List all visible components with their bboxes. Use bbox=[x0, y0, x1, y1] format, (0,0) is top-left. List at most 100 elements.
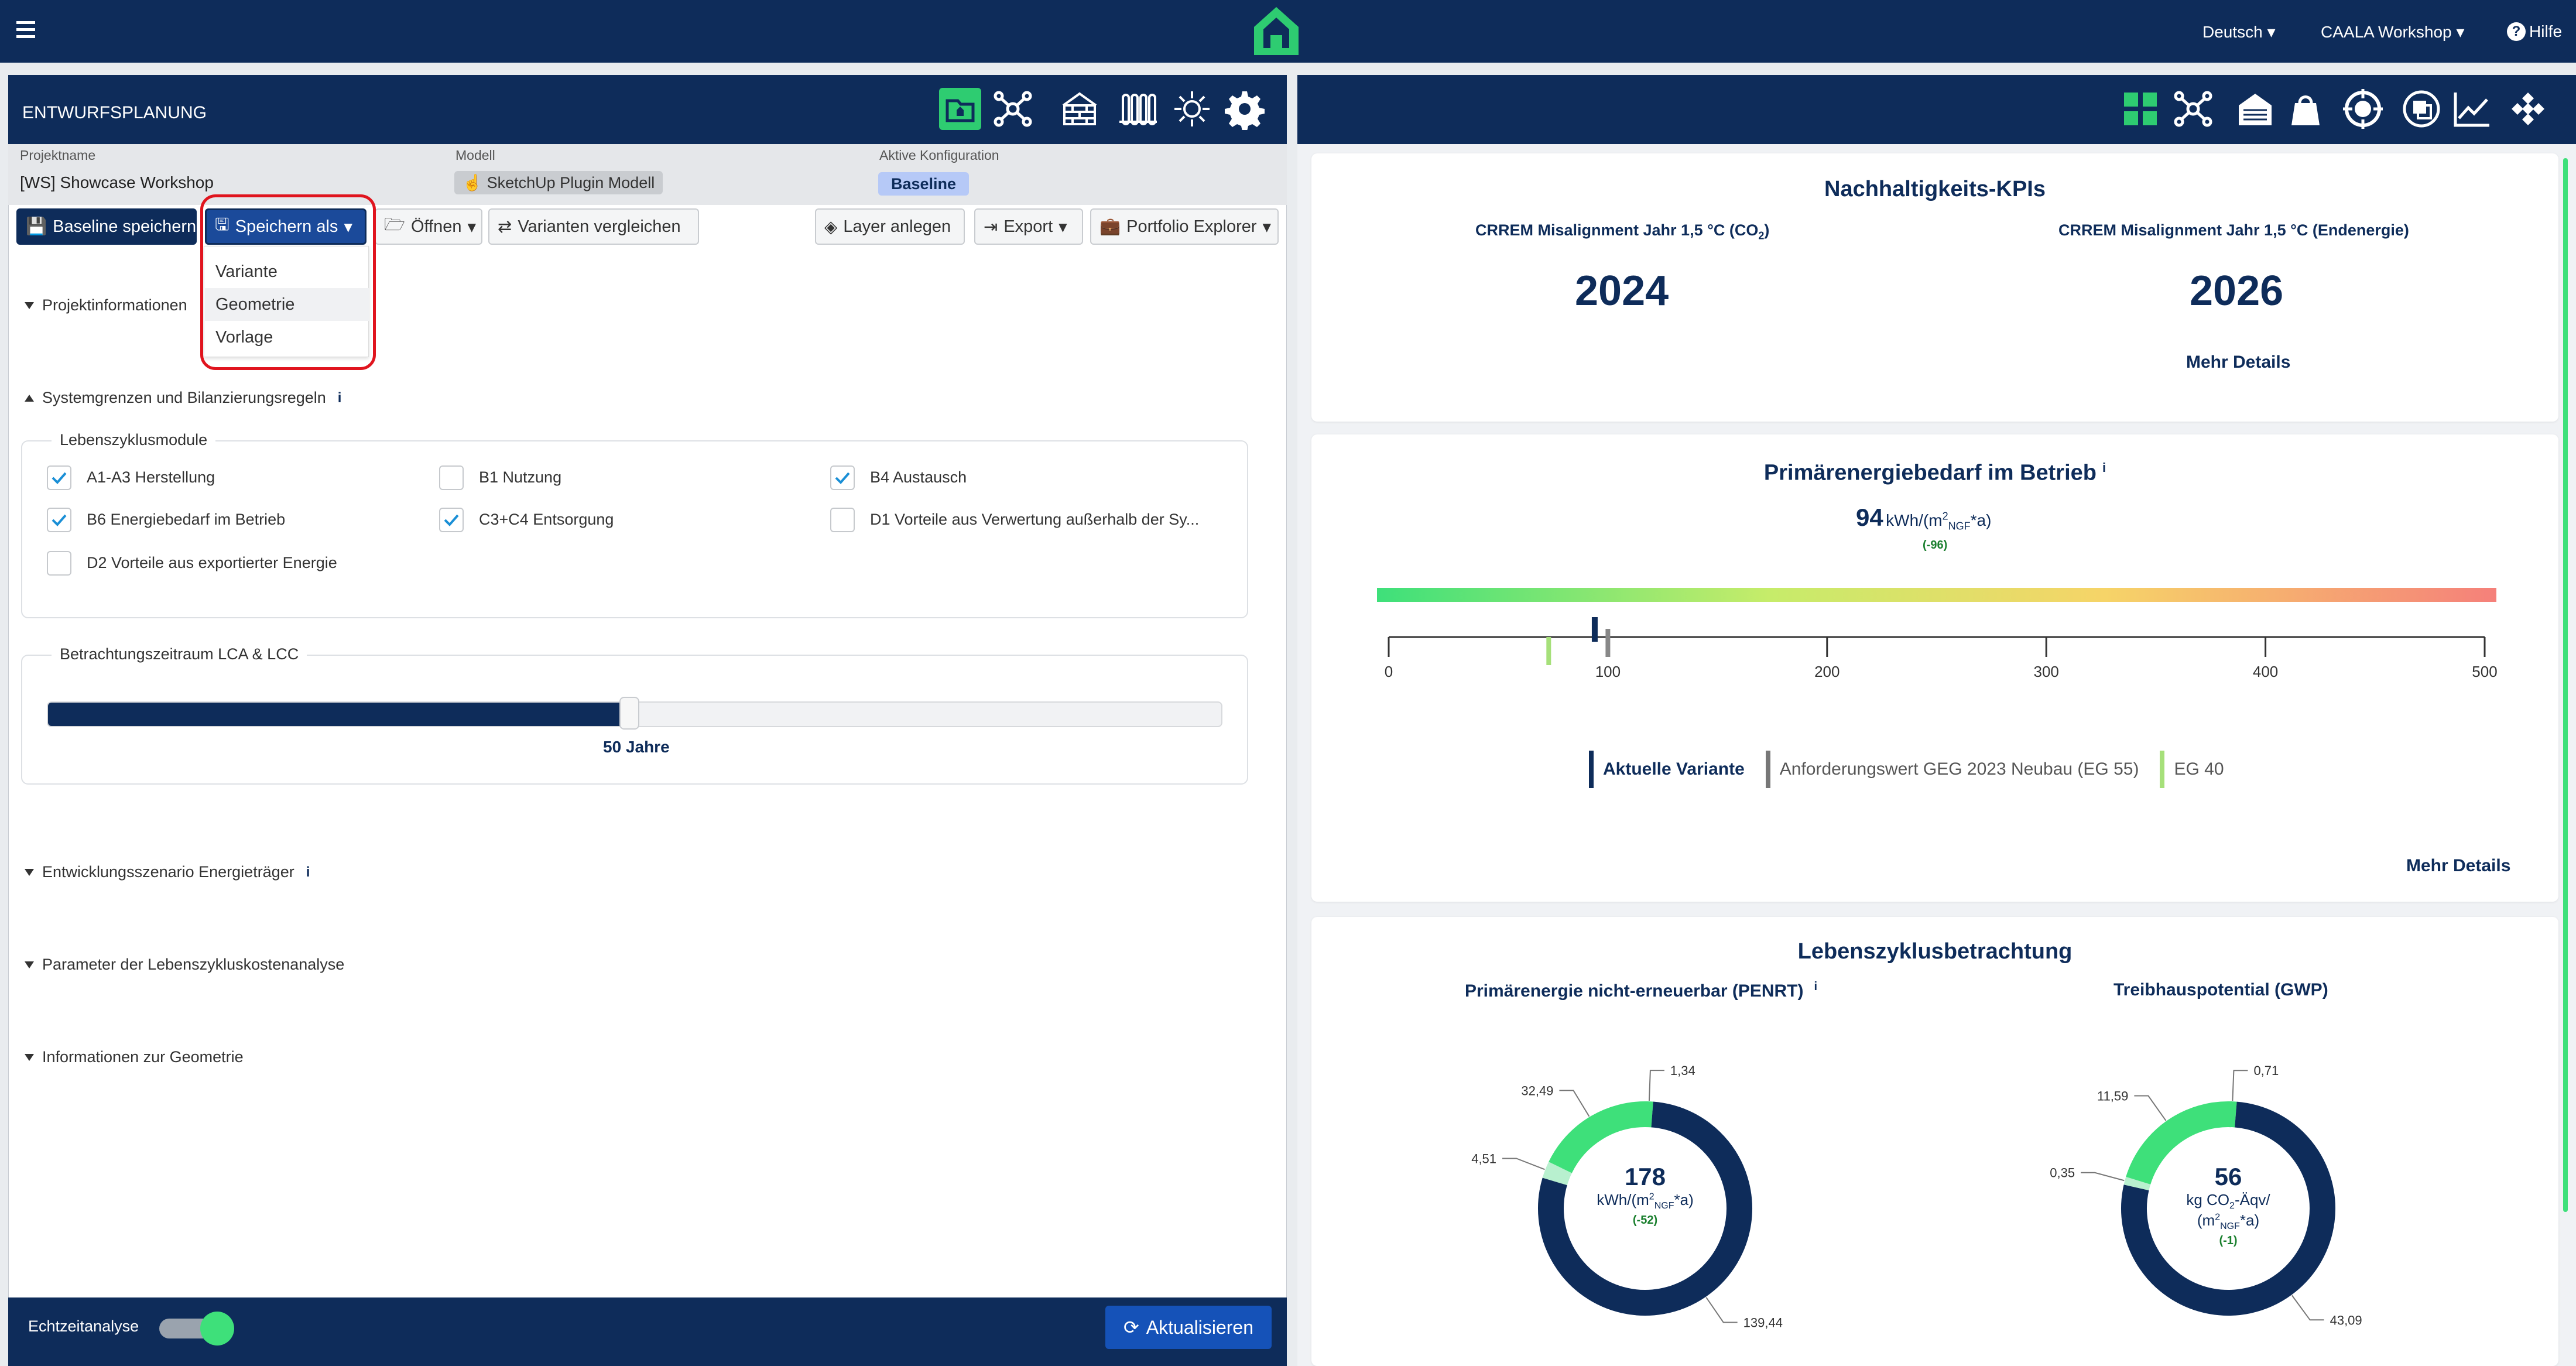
legend-eg40: EG 40 bbox=[2174, 759, 2224, 779]
gwp-slice bbox=[2123, 1176, 2151, 1191]
line-chart-icon[interactable] bbox=[2451, 88, 2493, 130]
compare-variants-button[interactable]: ⇄ Varianten vergleichen bbox=[488, 208, 699, 245]
network-icon[interactable] bbox=[2172, 88, 2214, 130]
info-icon[interactable]: i bbox=[306, 864, 310, 880]
info-icon[interactable]: i bbox=[1814, 980, 1818, 993]
target-icon[interactable] bbox=[2342, 88, 2384, 130]
language-dropdown[interactable]: Deutsch ▾ bbox=[2202, 23, 2276, 41]
lebenszyklus-checkbox[interactable] bbox=[439, 465, 464, 490]
save-as-button[interactable]: 🖫 Speichern als ▾ bbox=[205, 208, 366, 245]
konfig-badge: Baseline bbox=[878, 172, 970, 196]
zeitraum-value: 50 Jahre bbox=[603, 738, 670, 756]
modell-badge: ☝ SketchUp Plugin Modell bbox=[454, 171, 663, 194]
lebenszyklus-checkbox-label: B1 Nutzung bbox=[479, 468, 562, 486]
copy-icon[interactable] bbox=[2400, 88, 2443, 130]
project-folder-icon[interactable] bbox=[939, 88, 981, 130]
briefcase-icon: 💼 bbox=[1099, 217, 1121, 236]
highlight-outline bbox=[200, 194, 376, 370]
layers-icon: ◈ bbox=[824, 217, 838, 237]
portfolio-explorer-button[interactable]: 💼 Portfolio Explorer ▾ bbox=[1090, 208, 1279, 245]
kpi-title: Nachhaltigkeits-KPIs bbox=[1824, 177, 2046, 201]
workshop-label: CAALA Workshop bbox=[2321, 23, 2452, 41]
language-label: Deutsch bbox=[2202, 23, 2263, 41]
layer-label: Layer anlegen bbox=[843, 217, 951, 236]
legend-current: Aktuelle Variante bbox=[1603, 759, 1745, 779]
kpi-label-1: CRREM Misalignment Jahr 1,5 °C (CO2) bbox=[1475, 221, 1770, 242]
sun-icon[interactable] bbox=[1171, 88, 1213, 130]
lebenszyklus-checkbox[interactable] bbox=[47, 508, 71, 532]
lebenszyklus-checkbox[interactable] bbox=[830, 465, 855, 490]
lebenszyklus-checkbox[interactable] bbox=[47, 465, 71, 490]
section-entwicklungsszenario[interactable]: Entwicklungsszenario Energieträger i bbox=[25, 863, 310, 881]
kpi-more-details-link[interactable]: Mehr Details bbox=[2186, 352, 2291, 372]
pe-tick-label: 0 bbox=[1385, 663, 1393, 680]
pe-tick-label: 500 bbox=[2472, 663, 2497, 680]
gwp-slice-label: 43,09 bbox=[2330, 1313, 2362, 1327]
echtzeit-toggle[interactable] bbox=[159, 1312, 235, 1346]
section-parameter-lcc[interactable]: Parameter der Lebenszykluskostenanalyse bbox=[25, 956, 344, 974]
projektname-value: [WS] Showcase Workshop bbox=[20, 173, 214, 191]
gwp-center: 56 kg CO2-Äqv/ (m2NGF*a) (-1) bbox=[2135, 1163, 2322, 1248]
grid-diamond-icon[interactable] bbox=[2507, 88, 2549, 130]
radiator-icon[interactable] bbox=[1117, 88, 1159, 130]
chevron-down-icon: ▾ bbox=[1059, 217, 1067, 237]
dropdown-item-vorlage[interactable]: Vorlage bbox=[215, 327, 273, 347]
pe-tick-label: 100 bbox=[1595, 663, 1621, 680]
info-icon[interactable]: i bbox=[337, 389, 342, 406]
house-logo-icon[interactable] bbox=[1252, 5, 1301, 57]
section-label: Projektinformationen bbox=[42, 296, 187, 314]
layer-button[interactable]: ◈ Layer anlegen bbox=[815, 208, 965, 245]
gwp-leader bbox=[2291, 1295, 2324, 1321]
gear-icon[interactable] bbox=[1224, 88, 1266, 131]
dropdown-item-variante[interactable]: Variante bbox=[215, 262, 278, 281]
aktualisieren-label: Aktualisieren bbox=[1146, 1316, 1253, 1338]
section-label: Systemgrenzen und Bilanzierungsregeln bbox=[42, 389, 326, 406]
penrt-value: 178 bbox=[1624, 1163, 1666, 1190]
kpi-card: Nachhaltigkeits-KPIs CRREM Misalignment … bbox=[1311, 153, 2558, 422]
gwp-leader bbox=[2232, 1070, 2248, 1101]
pe-more-details-link[interactable]: Mehr Details bbox=[2406, 856, 2511, 875]
gwp-value: 56 bbox=[2214, 1163, 2242, 1190]
section-projektinformationen[interactable]: Projektinformationen bbox=[25, 296, 187, 314]
open-button[interactable]: 🗁 Öffnen ▾ bbox=[375, 208, 482, 245]
section-systemgrenzen[interactable]: Systemgrenzen und Bilanzierungsregeln i bbox=[25, 389, 341, 407]
network-icon[interactable] bbox=[992, 88, 1034, 130]
zeitraum-slider-fill bbox=[48, 703, 623, 726]
chevron-down-icon bbox=[25, 961, 34, 968]
aktualisieren-button[interactable]: ⟳ Aktualisieren bbox=[1105, 1306, 1272, 1349]
refresh-icon: ⟳ bbox=[1123, 1317, 1139, 1338]
pe-marker-current bbox=[1591, 617, 1598, 642]
portfolio-label: Portfolio Explorer bbox=[1126, 217, 1257, 236]
dropdown-item-geometrie[interactable]: Geometrie bbox=[205, 288, 369, 321]
baseline-save-label: Baseline speichern bbox=[53, 217, 197, 236]
lz-title: Lebenszyklusbetrachtung bbox=[1797, 939, 2073, 964]
bag-icon[interactable] bbox=[2284, 88, 2327, 130]
export-button[interactable]: ⇥ Export ▾ bbox=[974, 208, 1083, 245]
brick-wall-icon[interactable] bbox=[1059, 88, 1101, 130]
penrt-leader bbox=[1705, 1297, 1738, 1323]
chevron-down-icon: ▾ bbox=[344, 217, 352, 237]
right-scrollbar[interactable] bbox=[2563, 158, 2568, 1212]
gwp-leader bbox=[2081, 1172, 2125, 1182]
pe-tick-label: 200 bbox=[1814, 663, 1839, 680]
lebenszyklus-checkbox[interactable] bbox=[439, 508, 464, 532]
section-geometrie-info[interactable]: Informationen zur Geometrie bbox=[25, 1048, 244, 1066]
chevron-down-icon bbox=[25, 302, 34, 309]
gwp-slice bbox=[2126, 1101, 2232, 1185]
building-icon[interactable] bbox=[2234, 88, 2276, 130]
baseline-save-button[interactable]: 💾 Baseline speichern bbox=[16, 208, 197, 245]
menu-icon[interactable] bbox=[16, 21, 35, 39]
pe-marker-eg40 bbox=[1546, 637, 1551, 665]
help-link[interactable]: ? Hilfe bbox=[2507, 22, 2562, 41]
dashboard-grid-icon[interactable] bbox=[2119, 88, 2161, 130]
section-label: Entwicklungsszenario Energieträger bbox=[42, 863, 294, 881]
lebenszyklus-checkbox[interactable] bbox=[830, 508, 855, 532]
right-panel-header bbox=[1297, 75, 2576, 144]
lebenszyklus-checkbox[interactable] bbox=[47, 551, 71, 576]
info-icon[interactable]: i bbox=[2102, 460, 2106, 475]
lebenszyklus-checkbox-label: C3+C4 Entsorgung bbox=[479, 511, 614, 528]
panel-title: ENTWURFSPLANUNG bbox=[22, 103, 207, 122]
zeitraum-slider-thumb[interactable] bbox=[619, 697, 639, 730]
pe-legend: Aktuelle Variante Anforderungswert GEG 2… bbox=[1589, 751, 2224, 788]
workshop-dropdown[interactable]: CAALA Workshop ▾ bbox=[2321, 23, 2465, 41]
